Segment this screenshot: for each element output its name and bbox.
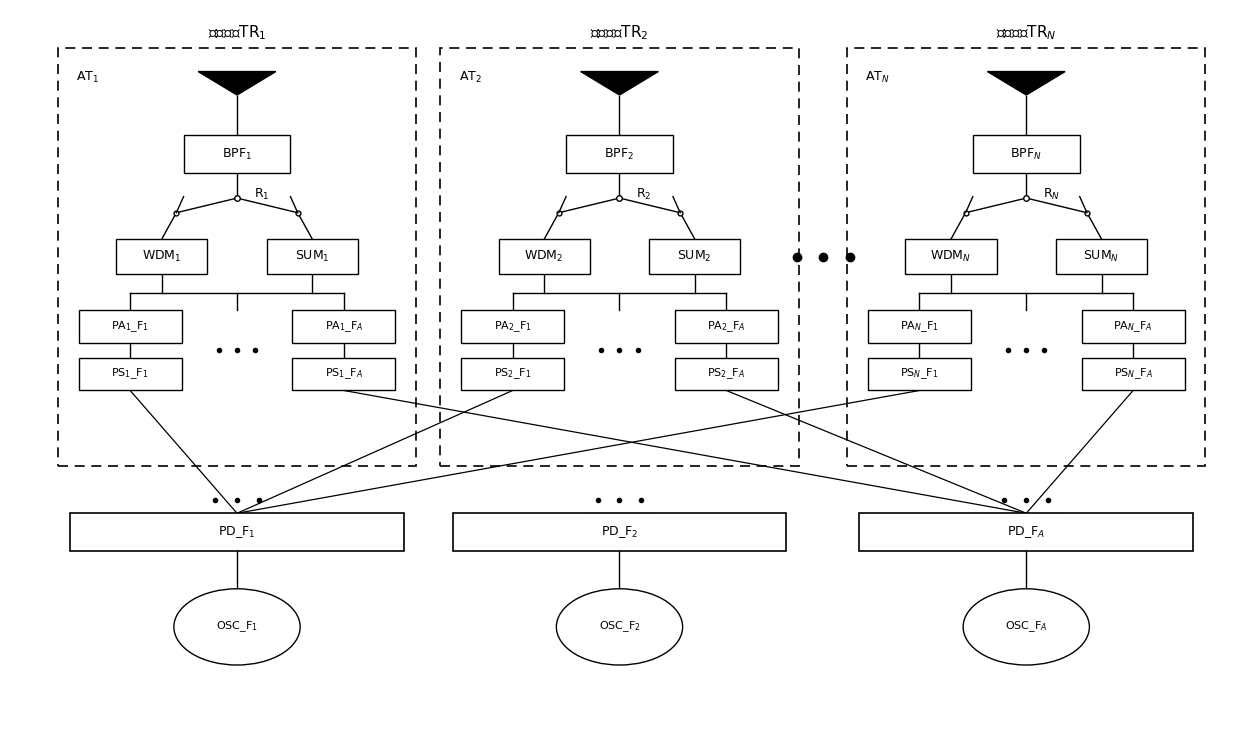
Text: PA$_{N}$_F$_{1}$: PA$_{N}$_F$_{1}$ bbox=[900, 319, 939, 334]
Text: SUM$_{1}$: SUM$_{1}$ bbox=[295, 249, 330, 264]
Text: AT$_{2}$: AT$_{2}$ bbox=[458, 70, 482, 85]
Text: PA$_{2}$_F$_{A}$: PA$_{2}$_F$_{A}$ bbox=[707, 319, 746, 334]
Text: OSC_F$_{A}$: OSC_F$_{A}$ bbox=[1005, 619, 1047, 634]
Bar bbox=[498, 239, 590, 275]
Bar bbox=[1082, 358, 1184, 390]
Text: WDM$_{1}$: WDM$_{1}$ bbox=[142, 249, 182, 264]
Text: WDM$_{N}$: WDM$_{N}$ bbox=[930, 249, 971, 264]
Bar bbox=[847, 48, 1206, 465]
Text: PD_F$_{2}$: PD_F$_{2}$ bbox=[601, 524, 638, 539]
Circle shape bbox=[556, 589, 683, 665]
Text: PS$_{N}$_F$_{A}$: PS$_{N}$_F$_{A}$ bbox=[1114, 367, 1152, 381]
Text: BPF$_{N}$: BPF$_{N}$ bbox=[1010, 147, 1042, 162]
Bar bbox=[566, 135, 673, 173]
Circle shape bbox=[173, 589, 300, 665]
Bar bbox=[71, 512, 404, 551]
Bar bbox=[461, 310, 564, 343]
Bar bbox=[266, 239, 358, 275]
Text: PA$_{1}$_F$_{A}$: PA$_{1}$_F$_{A}$ bbox=[325, 319, 363, 334]
Text: PS$_{2}$_F$_{1}$: PS$_{2}$_F$_{1}$ bbox=[494, 367, 532, 381]
Text: PS$_{N}$_F$_{1}$: PS$_{N}$_F$_{1}$ bbox=[901, 367, 939, 381]
Bar bbox=[116, 239, 207, 275]
Text: PD_F$_{A}$: PD_F$_{A}$ bbox=[1007, 524, 1046, 539]
Text: BPF$_{2}$: BPF$_{2}$ bbox=[605, 147, 634, 162]
Bar bbox=[78, 358, 182, 390]
Text: SUM$_{2}$: SUM$_{2}$ bbox=[678, 249, 712, 264]
Bar bbox=[973, 135, 1079, 173]
Bar bbox=[906, 239, 996, 275]
Text: PS$_{1}$_F$_{1}$: PS$_{1}$_F$_{1}$ bbox=[112, 367, 149, 381]
Bar bbox=[292, 358, 395, 390]
Text: OSC_F$_{1}$: OSC_F$_{1}$ bbox=[216, 619, 258, 634]
Bar bbox=[58, 48, 416, 465]
Bar bbox=[675, 358, 778, 390]
Circle shape bbox=[963, 589, 1089, 665]
Bar bbox=[867, 358, 971, 390]
Bar bbox=[860, 512, 1193, 551]
Text: AT$_{N}$: AT$_{N}$ bbox=[865, 70, 890, 85]
Text: PD_F$_{1}$: PD_F$_{1}$ bbox=[218, 524, 255, 539]
Bar bbox=[649, 239, 741, 275]
Text: PA$_{1}$_F$_{1}$: PA$_{1}$_F$_{1}$ bbox=[112, 319, 149, 334]
Text: SUM$_{N}$: SUM$_{N}$ bbox=[1083, 249, 1120, 264]
Bar bbox=[452, 512, 787, 551]
Text: PA$_{2}$_F$_{1}$: PA$_{2}$_F$_{1}$ bbox=[493, 319, 532, 334]
Text: PS$_{1}$_F$_{A}$: PS$_{1}$_F$_{A}$ bbox=[325, 367, 363, 381]
Bar bbox=[1056, 239, 1147, 275]
Text: OSC_F$_{2}$: OSC_F$_{2}$ bbox=[598, 619, 641, 634]
Text: AT$_{1}$: AT$_{1}$ bbox=[76, 70, 99, 85]
Text: R$_{2}$: R$_{2}$ bbox=[637, 187, 652, 202]
Bar bbox=[440, 48, 799, 465]
Bar bbox=[78, 310, 182, 343]
Text: WDM$_{2}$: WDM$_{2}$ bbox=[524, 249, 564, 264]
Bar bbox=[292, 310, 395, 343]
Text: 发射装置TR$_{N}$: 发射装置TR$_{N}$ bbox=[996, 24, 1057, 43]
Text: PA$_{N}$_F$_{A}$: PA$_{N}$_F$_{A}$ bbox=[1114, 319, 1152, 334]
Text: R$_{N}$: R$_{N}$ bbox=[1043, 187, 1061, 202]
Text: BPF$_{1}$: BPF$_{1}$ bbox=[222, 147, 252, 162]
Bar bbox=[867, 310, 971, 343]
Bar bbox=[675, 310, 778, 343]
Text: PS$_{2}$_F$_{A}$: PS$_{2}$_F$_{A}$ bbox=[707, 367, 746, 381]
Polygon shape bbox=[581, 72, 658, 95]
Text: 发射装置TR$_{2}$: 发射装置TR$_{2}$ bbox=[590, 24, 649, 43]
Bar bbox=[1082, 310, 1184, 343]
Text: 发射装置TR$_{1}$: 发射装置TR$_{1}$ bbox=[208, 24, 266, 43]
Bar bbox=[461, 358, 564, 390]
Polygon shape bbox=[198, 72, 276, 95]
Polygon shape bbox=[987, 72, 1066, 95]
Text: R$_{1}$: R$_{1}$ bbox=[254, 187, 270, 202]
Bar bbox=[183, 135, 290, 173]
